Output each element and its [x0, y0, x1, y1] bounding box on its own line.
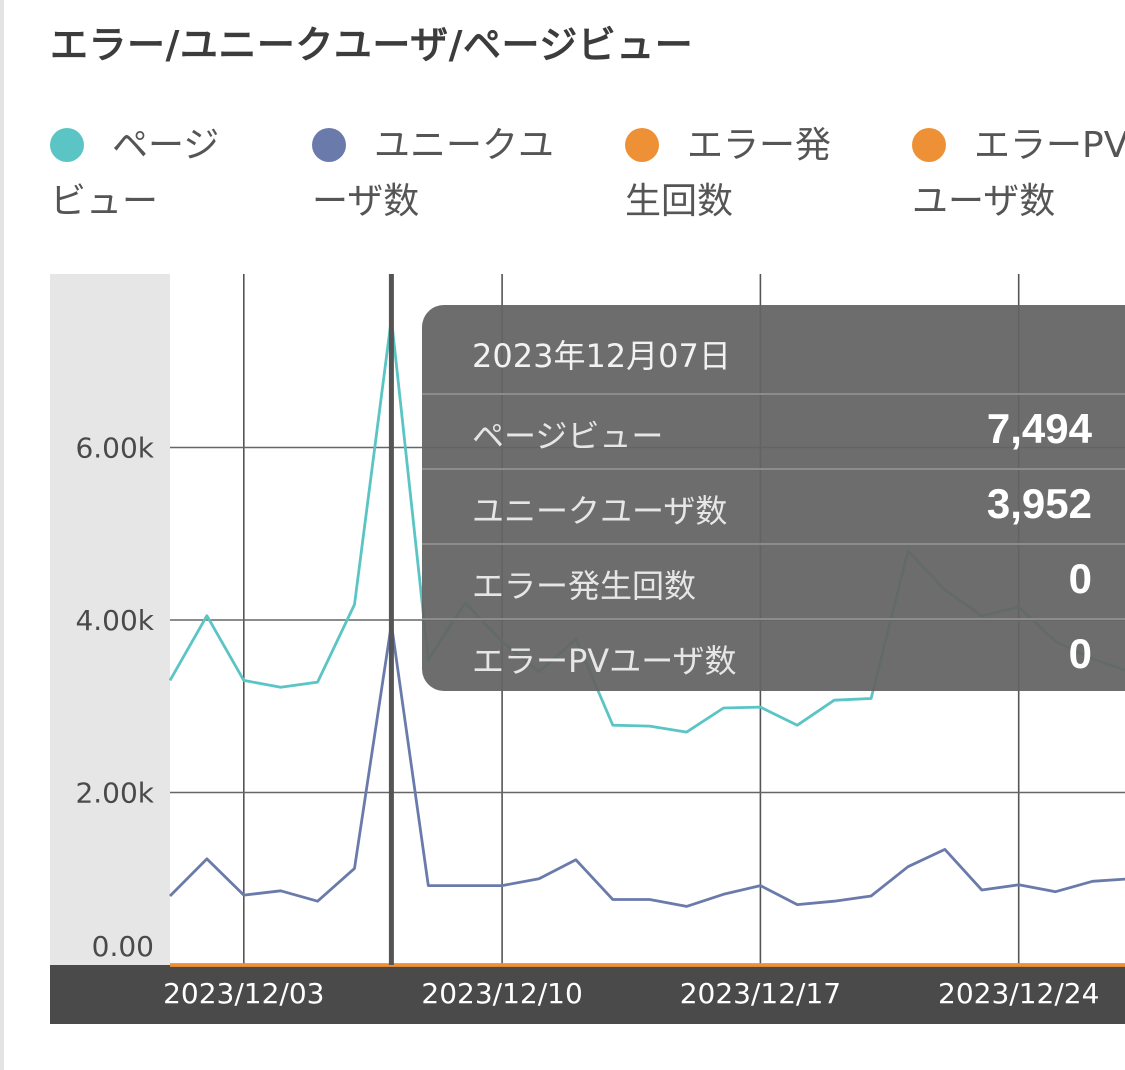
x-tick-label: 2023/12/24	[938, 977, 1099, 1010]
tooltip-value: 0	[1068, 555, 1092, 602]
x-axis-band	[50, 965, 1125, 1024]
tooltip: 2023年12月07日 ページビュー 7,494 ユニークユーザ数 3,952 …	[422, 305, 1125, 691]
tooltip-label: エラーPVユーザ数	[472, 642, 737, 680]
x-tick-label: 2023/12/03	[163, 977, 324, 1010]
y-tick-label: 6.00k	[75, 432, 154, 465]
x-tick-label: 2023/12/17	[680, 977, 841, 1010]
y-tick-label: 2.00k	[75, 777, 154, 810]
tooltip-value: 7,494	[986, 405, 1092, 452]
legend-label: エラー発生回数	[625, 125, 832, 222]
tooltip-label: ユニークユーザ数	[472, 492, 728, 530]
legend-label: エラーPVユーザ数	[912, 125, 1125, 222]
legend-label: ユニークユーザ数	[312, 125, 555, 222]
tooltip-row: ユニークユーザ数 3,952	[422, 468, 1125, 543]
tooltip-value: 3,952	[986, 480, 1092, 527]
y-axis-band	[50, 274, 170, 965]
tooltip-label: エラー発生回数	[472, 567, 697, 605]
legend: ページビュー ユニークユーザ数 エラー発生回数 エラーPVユーザ数	[50, 118, 1125, 228]
tooltip-row: エラー発生回数 0	[422, 543, 1125, 618]
tooltip-date: 2023年12月07日	[472, 337, 731, 375]
series-line	[169, 622, 1125, 908]
chart-title: エラー/ユニークユーザ/ページビュー	[50, 23, 694, 67]
left-edge-strip	[0, 0, 4, 1070]
tooltip-value: 0	[1068, 630, 1092, 677]
y-tick-label: 0.00	[92, 930, 154, 963]
x-tick-label: 2023/12/10	[421, 977, 582, 1010]
legend-dot-icon	[50, 128, 84, 162]
tooltip-row: エラーPVユーザ数 0	[422, 618, 1125, 693]
legend-dot-icon	[625, 128, 659, 162]
tooltip-row: ページビュー 7,494	[422, 393, 1125, 468]
y-tick-label: 4.00k	[75, 604, 154, 637]
legend-label: ページビュー	[50, 125, 220, 222]
tooltip-label: ページビュー	[472, 417, 664, 455]
legend-dot-icon	[312, 128, 346, 162]
legend-dot-icon	[912, 128, 946, 162]
